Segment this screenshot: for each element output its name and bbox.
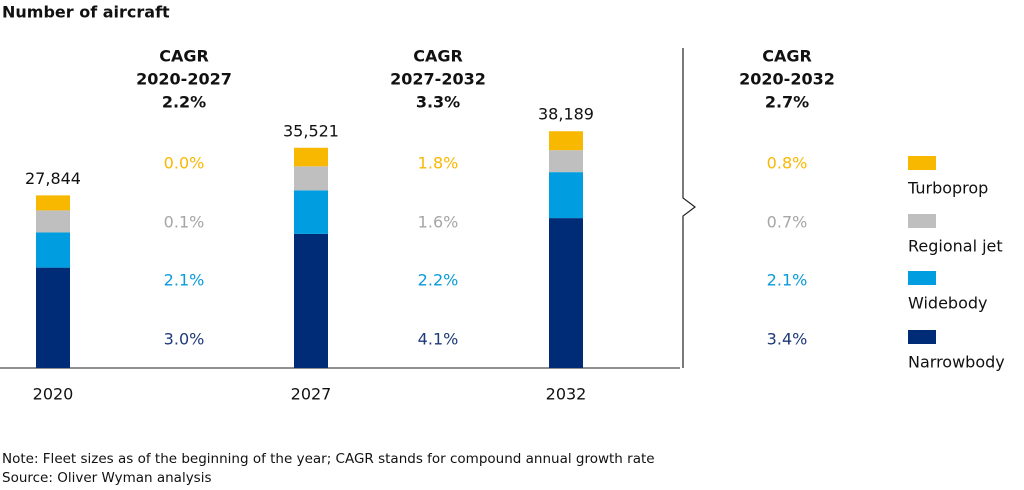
total-label: 35,521 — [283, 121, 339, 140]
cagr-value: 0.1% — [164, 213, 205, 232]
legend-swatch — [908, 156, 936, 170]
cagr-value: 3.4% — [767, 330, 808, 349]
cagr-header: CAGR — [413, 47, 463, 66]
bar-segment — [294, 166, 328, 191]
source: Source: Oliver Wyman analysis — [2, 470, 212, 486]
cagr-header: 2027-2032 — [390, 70, 486, 89]
bar-segment — [294, 190, 328, 234]
cagr-header: 2020-2027 — [136, 70, 232, 89]
cagr-value: 1.8% — [418, 154, 459, 173]
bar-segment — [549, 218, 583, 368]
legend-label: Turboprop — [907, 179, 988, 198]
x-tick-label: 2032 — [546, 385, 587, 404]
cagr-value: 4.1% — [418, 330, 459, 349]
cagr-header: CAGR — [762, 47, 812, 66]
cagr-header: 2.7% — [765, 93, 809, 112]
bar-segment — [294, 147, 328, 167]
x-tick-label: 2020 — [33, 385, 74, 404]
total-label: 38,189 — [538, 105, 594, 124]
cagr-header: 2020-2032 — [739, 70, 835, 89]
cagr-header: 3.3% — [416, 93, 460, 112]
cagr-value: 0.0% — [164, 154, 205, 173]
legend-label: Narrowbody — [908, 353, 1005, 372]
bar-segment — [549, 150, 583, 173]
x-tick-label: 2027 — [291, 385, 332, 404]
cagr-value: 1.6% — [418, 213, 459, 232]
chart-title: Number of aircraft — [2, 3, 170, 22]
legend-label: Regional jet — [908, 237, 1003, 256]
legend-swatch — [908, 330, 936, 344]
bar-segment — [549, 131, 583, 151]
cagr-header: 2.2% — [162, 93, 206, 112]
cagr-value: 2.1% — [164, 271, 205, 290]
cagr-value: 3.0% — [164, 330, 205, 349]
bar-segment — [36, 210, 70, 233]
bar-segment — [36, 267, 70, 368]
legend-swatch — [908, 214, 936, 228]
legend-swatch — [908, 271, 936, 285]
note: Note: Fleet sizes as of the beginning of… — [2, 451, 655, 467]
legend-label: Widebody — [908, 294, 987, 313]
divider — [682, 48, 696, 368]
cagr-value: 0.8% — [767, 154, 808, 173]
cagr-header: CAGR — [159, 47, 209, 66]
bar-segment — [549, 172, 583, 219]
bar-segment — [294, 233, 328, 368]
cagr-value: 2.1% — [767, 271, 808, 290]
bar-segment — [36, 232, 70, 268]
total-label: 27,844 — [25, 169, 81, 188]
cagr-value: 0.7% — [767, 213, 808, 232]
cagr-value: 2.2% — [418, 271, 459, 290]
bar-segment — [36, 195, 70, 211]
